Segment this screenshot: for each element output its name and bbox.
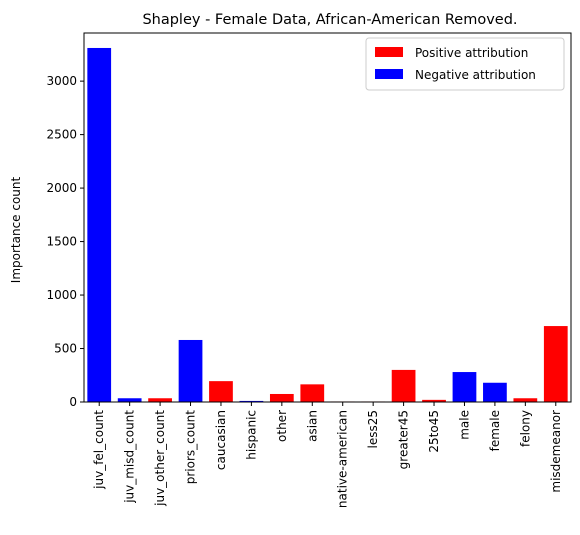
bar-greater45 bbox=[391, 369, 416, 402]
y-axis-title: Importance count bbox=[9, 176, 23, 283]
bar-asian bbox=[300, 384, 325, 402]
bar-felony bbox=[513, 398, 538, 402]
bar-caucasian bbox=[209, 381, 233, 402]
x-tick-label: native-american bbox=[336, 410, 350, 508]
legend-swatch bbox=[375, 47, 403, 57]
x-tick-label: less25 bbox=[366, 410, 380, 449]
y-tick-label: 2500 bbox=[46, 128, 77, 142]
chart-title: Shapley - Female Data, African-American … bbox=[142, 12, 517, 28]
x-tick-label: caucasian bbox=[214, 410, 228, 470]
y-tick-label: 3000 bbox=[46, 74, 77, 88]
y-tick-label: 2000 bbox=[46, 181, 77, 195]
x-tick-label: juv_misd_count bbox=[123, 410, 137, 504]
y-tick-label: 1500 bbox=[46, 235, 77, 249]
y-tick-label: 500 bbox=[54, 342, 77, 356]
bar-male bbox=[452, 372, 477, 402]
x-tick-label: juv_other_count bbox=[153, 410, 167, 507]
legend-box bbox=[365, 37, 565, 91]
x-tick-label: juv_fel_count bbox=[92, 410, 106, 490]
bar-other bbox=[269, 393, 294, 402]
x-tick-label: misdemeanor bbox=[549, 410, 563, 493]
bar-female bbox=[483, 382, 507, 402]
legend-label: Negative attribution bbox=[415, 68, 536, 82]
y-tick-label: 1000 bbox=[46, 288, 77, 302]
bar-hispanic bbox=[239, 400, 264, 402]
bar-juv_other_count bbox=[148, 398, 172, 402]
bar-juv_fel_count bbox=[87, 47, 112, 402]
bar-juv_misd_count bbox=[117, 398, 142, 402]
bar-priors_count bbox=[178, 339, 203, 402]
bar-25to45 bbox=[422, 399, 446, 402]
y-axis: 0 500 1000 1500 2000 2500 3000 bbox=[46, 74, 84, 409]
x-tick-label: asian bbox=[305, 410, 319, 442]
x-axis: juv_fel_count juv_misd_count juv_other_cou… bbox=[92, 402, 563, 508]
x-tick-label: greater45 bbox=[397, 410, 411, 469]
legend: Positive attribution Negative attribution bbox=[365, 37, 565, 91]
x-tick-label: male bbox=[457, 410, 471, 440]
x-tick-label: felony bbox=[518, 410, 532, 447]
legend-swatch bbox=[375, 69, 403, 79]
plot-frame bbox=[83, 32, 572, 403]
x-tick-label: other bbox=[275, 410, 289, 442]
bars-group bbox=[87, 47, 568, 403]
x-tick-label: 25to45 bbox=[427, 410, 441, 453]
bar-misdemeanor bbox=[543, 326, 568, 402]
x-tick-label: hispanic bbox=[244, 410, 258, 460]
x-tick-label: priors_count bbox=[184, 410, 198, 485]
legend-label: Positive attribution bbox=[415, 46, 528, 60]
x-tick-label: female bbox=[488, 410, 502, 451]
y-tick-label: 0 bbox=[69, 395, 77, 409]
